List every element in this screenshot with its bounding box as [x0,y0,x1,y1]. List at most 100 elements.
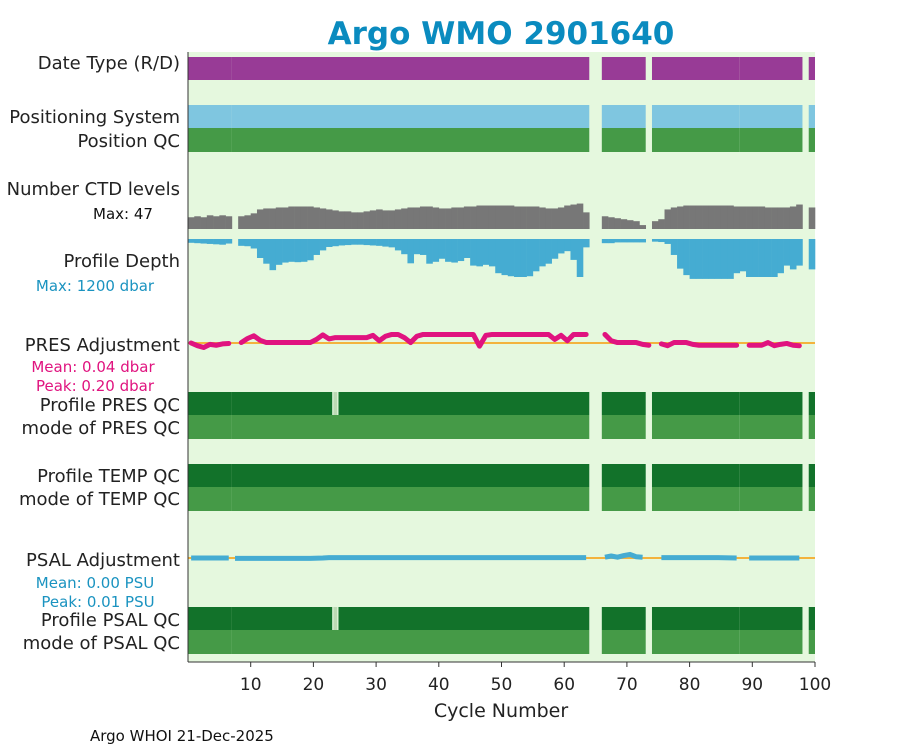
profile-depth-bar [495,239,502,274]
ctd-level-bar [720,205,728,229]
profile-depth-bar [677,239,684,269]
profile-temp-qc-segment [188,464,232,487]
ctd-level-bar [564,205,571,229]
profile-depth-bar [708,239,715,279]
label-profile-temp-qc: Profile TEMP QC [37,466,180,487]
profile-depth-bar [664,239,672,244]
profile-depth-bar [470,239,477,266]
profile-depth-bar [576,239,584,277]
profile-depth-bar [269,239,277,271]
ctd-level-bar [576,203,584,229]
profile-pres-qc-segment [188,392,232,415]
profile-pres-qc-segment [651,392,740,415]
profile-depth-bar [739,239,747,272]
profile-pres-qc-segment [808,392,815,415]
ctd-level-bar [307,206,314,229]
profile-depth-bar [714,239,722,279]
ctd-level-bar [702,205,709,229]
label-pres-adjustment: PRES Adjustment [25,335,180,356]
annotation-psal-peak: Peak: 0.01 PSU [41,593,154,611]
ctd-level-bar [651,221,659,229]
ctd-level-bar [338,211,346,229]
profile-depth-bar [532,239,540,272]
ctd-level-bar [351,212,358,229]
ctd-level-bar [777,207,784,229]
ctd-level-bar [708,205,715,229]
ctd-level-bar [482,205,490,229]
ctd-level-bar [282,207,289,229]
ctd-level-bar [269,208,277,229]
ctd-level-bar [614,218,621,229]
annotation-pres-peak: Peak: 0.20 dbar [36,377,155,395]
profile-depth-bar [407,239,415,264]
profile-depth-bar [651,239,659,242]
label-positioning-system: Positioning System [9,107,180,128]
mode-temp-qc-segment [188,487,232,511]
ctd-level-bar [783,207,791,229]
profile-depth-bar [250,239,258,249]
label-mode-pres-qc: mode of PRES QC [22,418,180,439]
profile-depth-bar [520,239,527,277]
date-type-segment [808,57,815,80]
profile-depth-bar [482,239,490,265]
ctd-level-bar [376,209,383,229]
profile-depth-bar [313,239,320,255]
ctd-level-bar [394,209,402,229]
profile-depth-bar [557,239,565,254]
positioning-segment [601,105,646,128]
date-type-segment [231,57,590,80]
profile-depth-bar [771,239,778,277]
profile-depth-bar [413,239,421,255]
ctd-level-bar [213,216,220,229]
ctd-level-bar [357,212,364,229]
mode-pres-qc-segment [231,415,590,439]
profile-depth-bar [620,239,628,243]
ctd-level-bar [796,204,803,229]
ctd-level-bar [733,206,741,229]
adjustment-lines [188,331,815,561]
psal-adjustment-line [604,551,643,560]
mode-psal-qc-segment [651,630,740,654]
ctd-level-bar [382,210,389,229]
position-qc-segment [739,128,803,152]
profile-depth-bar [545,239,552,264]
ctd-level-bar [445,208,452,229]
profile-depth-bar [608,239,615,244]
ctd-level-bar [319,208,327,229]
profile-psal-qc-segment-gap [333,607,338,630]
label-date-type: Date Type (R/D) [38,53,180,74]
profile-pres-qc-segment [231,392,333,415]
annotation-psal-mean: Mean: 0.00 PSU [36,574,154,592]
profile-depth-bar [758,239,766,277]
ctd-level-bar [664,209,672,229]
profile-depth-bar [238,239,245,246]
ctd-level-bar [188,217,195,229]
profile-psal-qc-segment [601,607,646,630]
profile-depth-bar [288,239,295,262]
mode-temp-qc-segment [231,487,590,511]
ctd-level-bar [344,211,352,229]
annotation-depth-max: Max: 1200 dbar [36,277,155,295]
ctd-level-bar [583,212,590,229]
ctd-level-bar [238,216,245,229]
x-tick-label: 30 [365,675,387,695]
x-tick-label: 90 [741,675,763,695]
ctd-level-bar [488,205,496,229]
ctd-level-bar [758,206,766,229]
ctd-level-bar [457,207,465,229]
x-tick-label: 50 [491,675,513,695]
profile-depth-bar [789,239,797,270]
x-axis-label: Cycle Number [434,700,568,722]
profile-depth-bar [363,239,371,246]
profile-depth-bar [514,239,521,277]
positioning-segment [808,105,815,128]
x-tick-label: 60 [553,675,575,695]
ctd-level-bar [200,217,208,229]
ctd-level-bar [256,209,264,229]
ctd-level-bar [470,206,477,229]
profile-depth-bar [695,239,703,279]
profile-depth-bar [319,239,327,251]
ctd-level-bar [727,205,734,229]
profile-depth-bar [539,239,546,267]
